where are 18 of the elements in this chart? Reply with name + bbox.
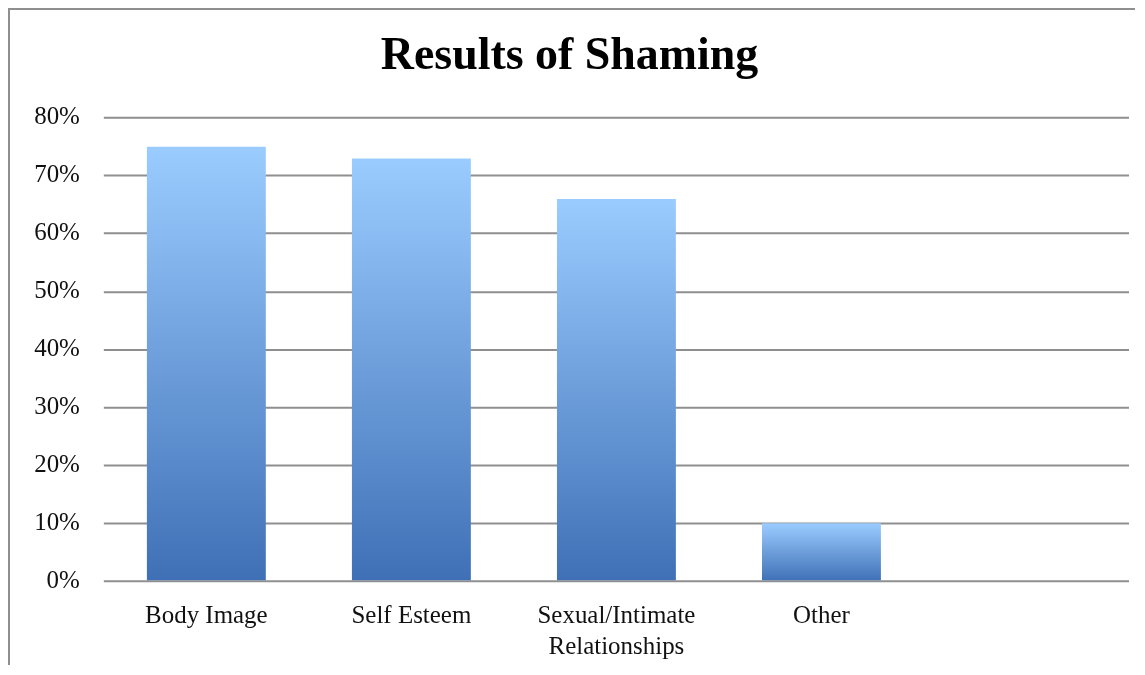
x-tick-label: Self Esteem (351, 601, 472, 629)
chart-title: Results of Shaming (380, 28, 759, 80)
bar (556, 198, 676, 581)
y-tick-label: 70% (34, 160, 80, 188)
y-tick-label: 30% (34, 392, 80, 420)
bar (351, 158, 471, 581)
y-tick-label: 20% (34, 449, 80, 477)
x-tick-label: Other (793, 601, 851, 629)
bar (146, 146, 266, 581)
x-tick-label: Sexual/Intimate Relationships (537, 601, 696, 660)
x-tick-label: Body Image (145, 601, 268, 629)
y-tick-label: 0% (46, 565, 80, 593)
y-tick-label: 60% (34, 218, 80, 246)
y-tick-label: 10% (34, 507, 80, 535)
y-tick-label: 80% (34, 102, 80, 130)
y-tick-label: 40% (34, 334, 80, 362)
bar (762, 523, 881, 581)
y-tick-label: 50% (34, 276, 80, 304)
